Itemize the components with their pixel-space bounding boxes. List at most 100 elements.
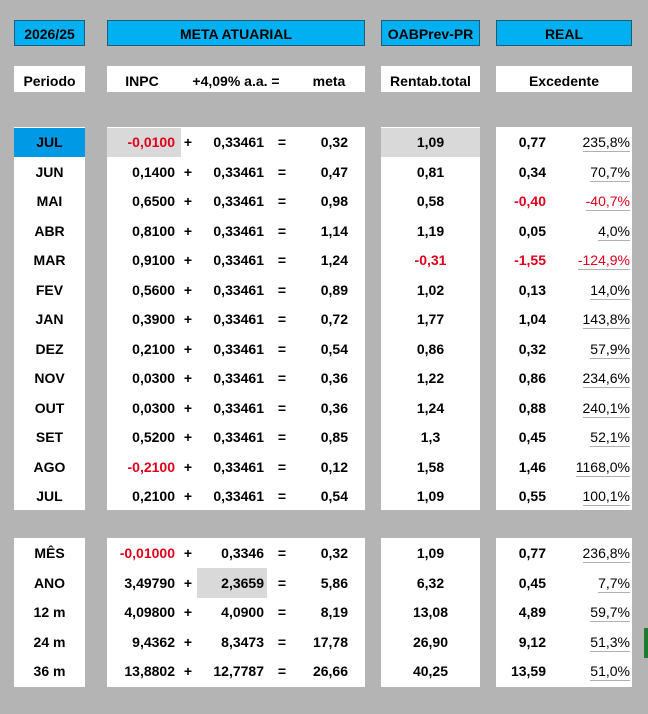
month-rentab-cell[interactable]: 1,19 <box>416 222 445 239</box>
summary-rate-cell[interactable]: 12,7787 <box>213 663 264 679</box>
periodo-label[interactable]: Periodo <box>23 73 76 89</box>
summary-excedente-cell[interactable]: 13,59 <box>510 663 546 679</box>
month-rentab-cell[interactable]: 1,77 <box>416 311 445 327</box>
summary-meta-cell[interactable]: 5,86 <box>320 574 348 591</box>
summary-period-cell[interactable]: MÊS <box>34 545 65 561</box>
month-period-cell[interactable]: FEV <box>35 281 64 298</box>
month-excedente-cell[interactable]: 0,88 <box>518 399 546 416</box>
inpc-label[interactable]: INPC <box>125 73 159 89</box>
month-inpc-cell[interactable]: 0,0300 <box>132 399 175 416</box>
summary-meta-cell[interactable]: 0,32 <box>320 545 348 561</box>
month-rentab-cell[interactable]: 0,81 <box>416 163 445 180</box>
month-percent-cell[interactable]: 100,1% <box>550 482 630 512</box>
month-inpc-cell[interactable]: 0,8100 <box>132 222 175 239</box>
summary-excedente-cell[interactable]: 9,12 <box>518 633 546 650</box>
summary-percent-cell[interactable]: 51,3% <box>550 628 630 658</box>
month-inpc-cell[interactable]: -0,2100 <box>127 458 175 475</box>
month-inpc-cell[interactable]: 0,3900 <box>132 311 175 327</box>
month-rate-cell[interactable]: 0,33461 <box>213 488 264 504</box>
month-excedente-cell[interactable]: -1,55 <box>514 252 546 268</box>
month-excedente-cell[interactable]: 0,45 <box>518 429 546 445</box>
month-meta-cell[interactable]: 1,24 <box>320 252 348 268</box>
summary-inpc-cell[interactable]: -0,01000 <box>119 545 175 561</box>
month-period-cell[interactable]: MAI <box>36 193 63 209</box>
month-meta-cell[interactable]: 0,98 <box>320 193 348 209</box>
month-percent-cell[interactable]: -40,7% <box>550 187 630 217</box>
month-inpc-cell[interactable]: 0,9100 <box>132 252 175 268</box>
summary-inpc-cell[interactable]: 4,09800 <box>124 604 175 620</box>
summary-percent-cell[interactable]: 59,7% <box>550 598 630 628</box>
month-excedente-cell[interactable]: 1,46 <box>518 458 546 475</box>
summary-inpc-cell[interactable]: 13,8802 <box>124 663 175 679</box>
summary-rate-cell[interactable]: 4,0900 <box>221 604 264 620</box>
month-excedente-cell[interactable]: 0,86 <box>518 370 546 386</box>
summary-rentab-cell[interactable]: 26,90 <box>412 633 449 650</box>
month-rate-cell[interactable]: 0,33461 <box>213 193 264 209</box>
summary-meta-cell[interactable]: 17,78 <box>312 633 348 650</box>
month-rentab-cell[interactable]: 1,58 <box>416 458 445 475</box>
month-percent-cell[interactable]: 57,9% <box>550 335 630 365</box>
summary-rentab-cell[interactable]: 1,09 <box>416 545 445 561</box>
month-meta-cell[interactable]: 0,12 <box>320 458 348 475</box>
month-rentab-cell[interactable]: 0,86 <box>416 340 445 357</box>
summary-excedente-cell[interactable]: 0,77 <box>518 545 546 561</box>
month-rate-cell[interactable]: 0,33461 <box>213 370 264 386</box>
month-rate-cell[interactable]: 0,33461 <box>213 458 264 475</box>
summary-rentab-cell[interactable]: 6,32 <box>416 574 445 591</box>
month-excedente-cell[interactable]: 0,32 <box>518 340 546 357</box>
month-period-cell[interactable]: NOV <box>34 370 65 386</box>
month-excedente-cell[interactable]: 0,34 <box>518 163 546 180</box>
summary-percent-cell[interactable]: 51,0% <box>550 657 630 687</box>
month-period-cell[interactable]: JAN <box>35 311 64 327</box>
month-excedente-cell[interactable]: 0,13 <box>518 281 546 298</box>
month-percent-cell[interactable]: 234,6% <box>550 364 630 394</box>
month-meta-cell[interactable]: 0,47 <box>320 163 348 180</box>
summary-rate-cell[interactable]: 2,3659 <box>221 574 264 591</box>
month-meta-cell[interactable]: 0,36 <box>320 399 348 416</box>
month-inpc-cell[interactable]: 0,5200 <box>132 429 175 445</box>
month-excedente-cell[interactable]: 0,77 <box>518 134 546 150</box>
month-percent-cell[interactable]: 235,8% <box>550 128 630 158</box>
month-meta-cell[interactable]: 0,32 <box>320 134 348 150</box>
month-rate-cell[interactable]: 0,33461 <box>213 222 264 239</box>
month-inpc-cell[interactable]: 0,2100 <box>132 488 175 504</box>
summary-rate-cell[interactable]: 0,3346 <box>221 545 264 561</box>
month-period-cell[interactable]: OUT <box>34 399 65 416</box>
month-meta-cell[interactable]: 0,85 <box>320 429 348 445</box>
month-rentab-cell[interactable]: 0,58 <box>416 193 445 209</box>
summary-period-cell[interactable]: 36 m <box>33 663 66 679</box>
month-excedente-cell[interactable]: 0,55 <box>518 488 546 504</box>
rentab-label[interactable]: Rentab.total <box>390 73 471 89</box>
month-inpc-cell[interactable]: 0,1400 <box>132 163 175 180</box>
month-rate-cell[interactable]: 0,33461 <box>213 163 264 180</box>
month-meta-cell[interactable]: 0,36 <box>320 370 348 386</box>
month-rate-cell[interactable]: 0,33461 <box>213 399 264 416</box>
month-inpc-cell[interactable]: 0,6500 <box>132 193 175 209</box>
month-period-cell[interactable]: JUN <box>35 163 64 180</box>
month-rentab-cell[interactable]: 1,02 <box>416 281 445 298</box>
summary-rate-cell[interactable]: 8,3473 <box>221 633 264 650</box>
month-meta-cell[interactable]: 1,14 <box>320 222 348 239</box>
month-excedente-cell[interactable]: -0,40 <box>514 193 546 209</box>
month-inpc-cell[interactable]: -0,0100 <box>127 134 175 150</box>
month-percent-cell[interactable]: 52,1% <box>550 423 630 453</box>
period-tag-cell[interactable]: 2026/25 <box>14 20 85 46</box>
summary-inpc-cell[interactable]: 9,4362 <box>132 633 175 650</box>
summary-period-cell[interactable]: 12 m <box>33 604 66 620</box>
summary-excedente-cell[interactable]: 4,89 <box>518 604 546 620</box>
summary-rentab-cell[interactable]: 13,08 <box>412 604 449 620</box>
month-inpc-cell[interactable]: 0,5600 <box>132 281 175 298</box>
month-percent-cell[interactable]: -124,9% <box>550 246 630 276</box>
summary-excedente-cell[interactable]: 0,45 <box>518 574 546 591</box>
summary-meta-cell[interactable]: 8,19 <box>320 604 348 620</box>
month-percent-cell[interactable]: 143,8% <box>550 305 630 335</box>
month-percent-cell[interactable]: 4,0% <box>550 217 630 247</box>
summary-period-cell[interactable]: ANO <box>33 574 66 591</box>
summary-percent-cell[interactable]: 236,8% <box>550 539 630 569</box>
month-rate-cell[interactable]: 0,33461 <box>213 340 264 357</box>
month-rentab-cell[interactable]: 1,24 <box>416 399 445 416</box>
month-period-cell[interactable]: JUL <box>36 488 63 504</box>
month-period-cell[interactable]: AGO <box>33 458 66 475</box>
month-inpc-cell[interactable]: 0,0300 <box>132 370 175 386</box>
month-percent-cell[interactable]: 14,0% <box>550 276 630 306</box>
